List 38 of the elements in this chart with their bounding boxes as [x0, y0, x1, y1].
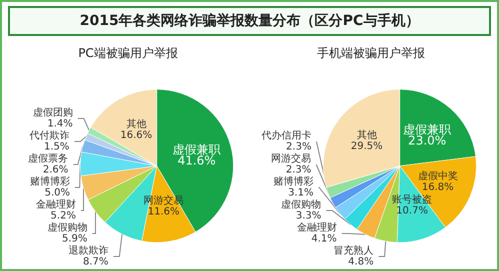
slice-label: 虚假兼职	[403, 122, 452, 136]
chart-subtitle: PC端被骗用户举报	[78, 46, 178, 60]
data-label: 5.2%	[50, 210, 76, 222]
data-label: 3.3%	[296, 210, 322, 222]
data-label: 4.8%	[348, 256, 374, 268]
data-label: 5.9%	[62, 234, 88, 244]
slice-label: 金融理财	[36, 198, 76, 210]
slice-label: 赌博博彩	[273, 176, 314, 188]
slice-label: 其他	[356, 129, 377, 142]
data-label: 3.1%	[288, 188, 314, 198]
chart-subtitle: 手机端被骗用户举报	[317, 46, 425, 60]
data-label: 16.6%	[120, 130, 152, 142]
data-label: 1.5%	[44, 142, 70, 152]
data-label: 2.3%	[286, 142, 312, 152]
data-label: 2.6%	[42, 164, 68, 176]
slice-label: 虚假购物	[47, 222, 88, 234]
data-label: 16.8%	[422, 182, 454, 194]
slice-label: 金融理财	[296, 222, 337, 234]
data-label: 29.5%	[350, 141, 383, 152]
data-label: 8.7%	[82, 256, 108, 268]
data-label: 1.4%	[47, 118, 73, 130]
slice-label: 虚假购物	[281, 198, 322, 210]
slice-label: 虚假中奖	[418, 170, 458, 182]
slice-label: 网游交易	[271, 152, 312, 164]
slice-label: 冒充熟人	[334, 244, 374, 256]
data-label: 5.0%	[44, 188, 70, 198]
slice-label: 代付欺诈	[28, 130, 70, 142]
slice-label: 退款欺诈	[68, 244, 108, 256]
slice-label: 代办信用卡	[260, 130, 312, 142]
data-label: 4.1%	[311, 234, 337, 244]
slice-label: 其他	[126, 118, 146, 130]
slice-label: 虚假兼职	[172, 142, 221, 157]
chart-title: 2015年各类网络诈骗举报数量分布（区分PC与手机）	[8, 6, 491, 36]
slice-label: 虚假票务	[28, 152, 68, 164]
slice-label: 虚假团购	[32, 106, 73, 118]
data-label: 2.3%	[286, 164, 312, 176]
data-label: 11.6%	[148, 206, 180, 218]
slice-label: 赌博博彩	[30, 176, 70, 188]
